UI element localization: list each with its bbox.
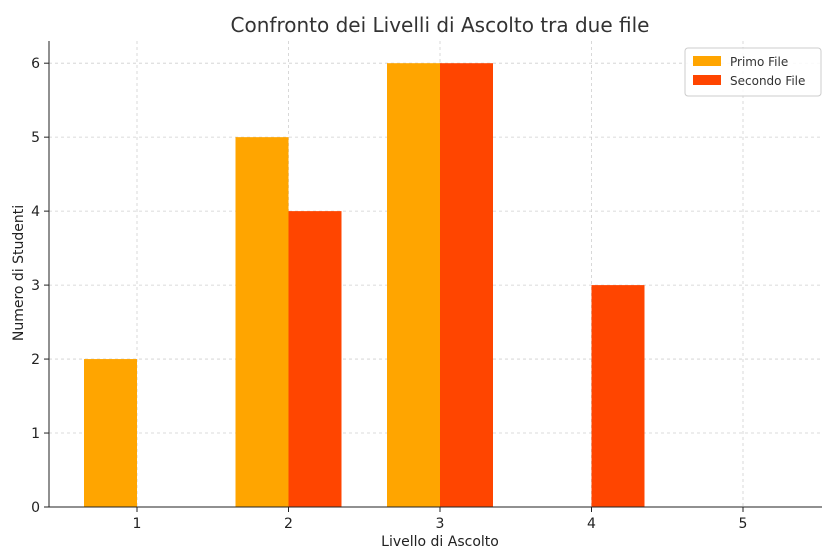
legend-label-0: Primo File xyxy=(730,55,788,69)
legend: Primo File Secondo File xyxy=(684,47,822,97)
y-tick-label: 5 xyxy=(31,130,40,146)
y-tick-label: 6 xyxy=(31,56,40,72)
bar-secondo-3 xyxy=(440,63,493,507)
y-tick-label: 4 xyxy=(31,204,40,220)
axes: 0 1 2 3 4 5 6 1 2 3 4 5 xyxy=(31,41,822,532)
bar-secondo-4 xyxy=(591,285,645,507)
legend-swatch-1 xyxy=(693,75,721,85)
x-tick-label: 5 xyxy=(739,516,748,532)
y-tick-label: 3 xyxy=(31,278,40,294)
x-tick-label: 3 xyxy=(436,516,445,532)
bar-primo-1 xyxy=(84,359,137,507)
bars xyxy=(84,63,645,507)
x-tick-label: 1 xyxy=(133,516,142,532)
y-tick-label: 2 xyxy=(31,352,40,368)
bar-primo-3 xyxy=(387,63,440,507)
x-tick-label: 4 xyxy=(587,516,596,532)
x-axis-label: Livello di Ascolto xyxy=(381,534,499,550)
chart-title: Confronto dei Livelli di Ascolto tra due… xyxy=(231,13,650,37)
bar-primo-2 xyxy=(235,137,289,507)
legend-swatch-0 xyxy=(693,56,721,66)
y-tick-label: 0 xyxy=(31,500,40,516)
legend-label-1: Secondo File xyxy=(730,74,805,88)
y-axis-label: Numero di Studenti xyxy=(11,205,27,341)
y-tick-label: 1 xyxy=(31,426,40,442)
x-tick-label: 2 xyxy=(284,516,293,532)
bar-secondo-2 xyxy=(288,211,342,507)
